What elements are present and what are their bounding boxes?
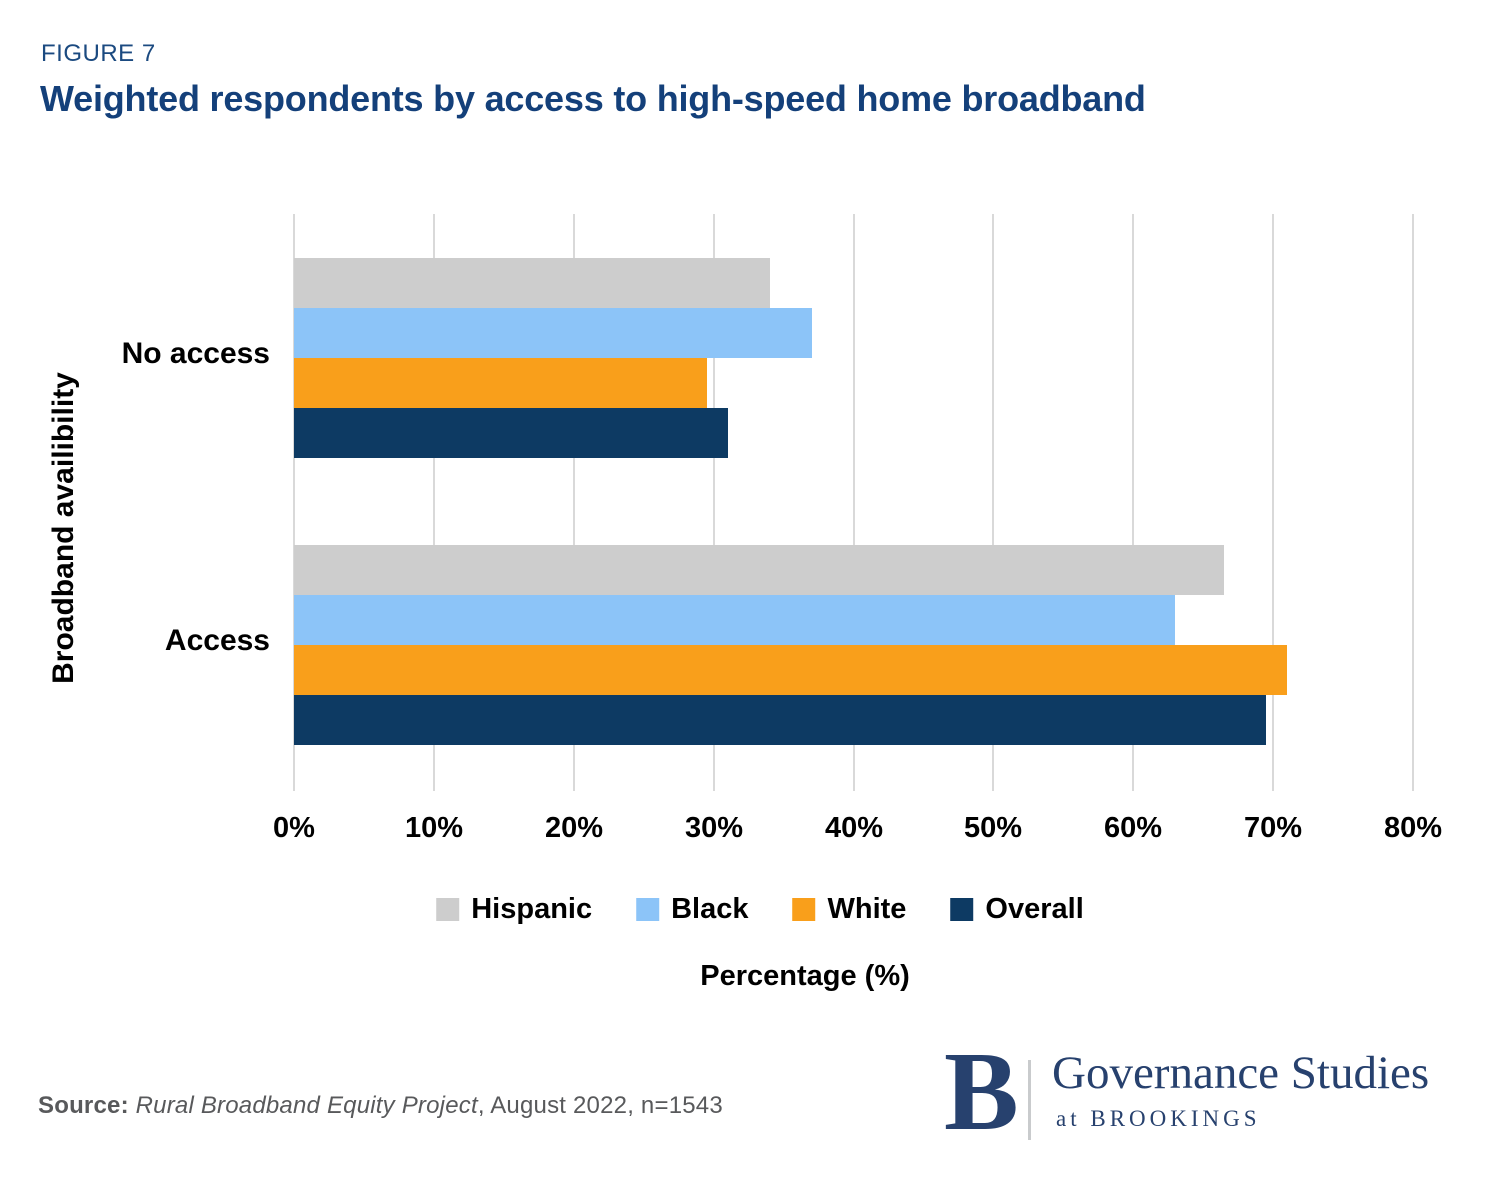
gridline-80% (1412, 214, 1414, 791)
legend-swatch-white (792, 898, 816, 921)
legend-label-black: Black (671, 893, 749, 925)
tick-label-20%: 20% (544, 812, 604, 844)
source-project-name: Rural Broadband Equity Project (135, 1092, 478, 1119)
bar-white-no-access (294, 358, 707, 408)
gridline-10% (433, 214, 435, 791)
source-prefix: Source: (38, 1092, 136, 1119)
bar-overall-access (294, 695, 1266, 745)
brookings-logo: B Governance Studies at BROOKINGS (940, 1036, 1470, 1150)
bar-black-access (294, 595, 1175, 645)
category-label-no-access: No access (121, 337, 270, 370)
tick-label-30%: 30% (684, 812, 744, 844)
bar-hispanic-no-access (294, 258, 770, 308)
legend-label-white: White (827, 893, 907, 925)
bar-white-access (294, 645, 1287, 695)
legend-swatch-hispanic (436, 898, 460, 921)
bar-overall-no-access (294, 408, 728, 458)
logo-institution-name: at BROOKINGS (1056, 1106, 1261, 1131)
tick-label-70%: 70% (1243, 812, 1303, 844)
chart-title: Weighted respondents by access to high-s… (40, 78, 1146, 119)
logo-divider (1028, 1060, 1031, 1140)
gridline-20% (573, 214, 575, 791)
legend-label-overall: Overall (985, 893, 1084, 925)
legend-swatch-black (636, 898, 660, 921)
legend-label-hispanic: Hispanic (471, 893, 593, 925)
source-line: Source: Rural Broadband Equity Project, … (38, 1092, 723, 1120)
tick-label-50%: 50% (963, 812, 1023, 844)
legend-item-overall: Overall (950, 893, 1084, 926)
gridline-30% (713, 214, 715, 791)
logo-program-name: Governance Studies (1052, 1047, 1430, 1099)
bar-hispanic-access (294, 545, 1224, 595)
gridline-60% (1132, 214, 1134, 791)
legend: Hispanic Black White Overall (436, 893, 1084, 926)
legend-item-hispanic: Hispanic (436, 893, 592, 926)
bar-black-no-access (294, 308, 812, 358)
legend-item-black: Black (636, 893, 748, 926)
source-details: , August 2022, n=1543 (477, 1092, 723, 1119)
category-label-access: Access (164, 624, 270, 657)
plot-area (293, 214, 1470, 791)
gridline-70% (1272, 214, 1274, 791)
gridline-40% (853, 214, 855, 791)
tick-label-0%: 0% (273, 812, 315, 844)
tick-label-10%: 10% (404, 812, 464, 844)
tick-label-80%: 80% (1383, 812, 1443, 844)
brookings-b-mark: B (944, 1030, 1019, 1154)
figure-number-label: FIGURE 7 (41, 40, 156, 67)
gridline-0% (293, 214, 295, 791)
legend-swatch-overall (950, 898, 974, 921)
tick-label-60%: 60% (1103, 812, 1163, 844)
gridline-50% (992, 214, 994, 791)
x-axis-label: Percentage (%) (700, 960, 910, 992)
tick-label-40%: 40% (824, 812, 884, 844)
legend-item-white: White (792, 893, 906, 926)
